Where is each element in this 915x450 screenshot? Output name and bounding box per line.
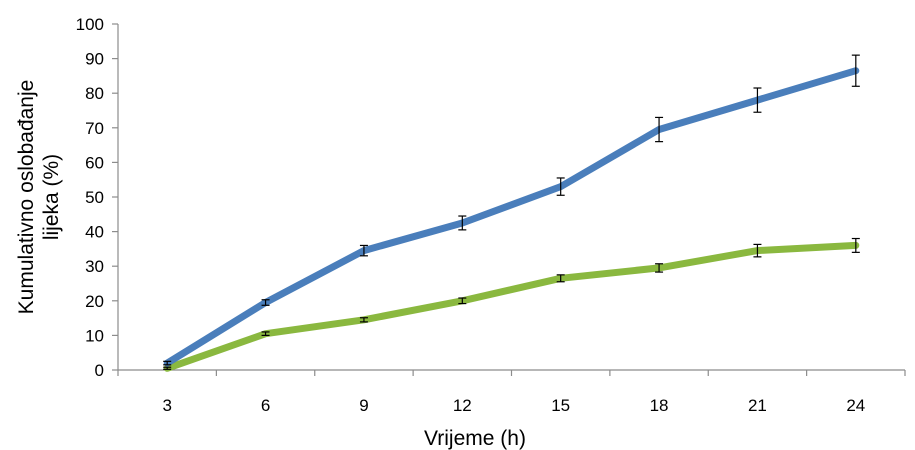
x-tick-label: 18 bbox=[650, 396, 669, 415]
series-1-error-bar bbox=[753, 87, 762, 113]
x-tick-label: 9 bbox=[359, 396, 368, 415]
series-1-error-bar bbox=[556, 177, 565, 196]
series-1-error-bar bbox=[359, 244, 368, 257]
series-1-error-bar bbox=[458, 215, 467, 231]
y-tick-label: 20 bbox=[85, 292, 104, 311]
x-tick-label: 3 bbox=[162, 396, 171, 415]
series-1-error-bar bbox=[655, 116, 664, 143]
y-tick-label: 50 bbox=[85, 188, 104, 207]
y-tick-label: 0 bbox=[95, 361, 104, 380]
series-2-error-bar bbox=[851, 237, 860, 253]
y-tick-label: 90 bbox=[85, 50, 104, 69]
x-axis-title: Vrijeme (h) bbox=[424, 427, 526, 450]
y-tick-label: 30 bbox=[85, 257, 104, 276]
series-2-line bbox=[163, 241, 860, 372]
series-2-error-bar bbox=[359, 317, 368, 323]
y-axis-title-line-2: lijeka (%) bbox=[40, 154, 63, 240]
y-tick-label: 10 bbox=[85, 326, 104, 345]
series-1-line bbox=[163, 67, 860, 367]
axes: 0 10 20 30 40 50 60 70 80 90 100 3 6 9 12 15 18 21 24 bbox=[76, 15, 906, 415]
x-tick-label: 15 bbox=[551, 396, 570, 415]
series-2-error-bar bbox=[261, 331, 270, 336]
y-tick-label: 80 bbox=[85, 84, 104, 103]
series-2-error-bar bbox=[556, 274, 565, 283]
y-tick-label: 70 bbox=[85, 119, 104, 138]
x-tick-label: 6 bbox=[261, 396, 270, 415]
y-tick-label: 100 bbox=[76, 15, 104, 34]
series-layer bbox=[163, 67, 860, 372]
y-tick-label: 60 bbox=[85, 153, 104, 172]
series-2-error-bar bbox=[163, 366, 172, 370]
series-2-error-bar bbox=[753, 243, 762, 258]
x-tick-label: 21 bbox=[748, 396, 767, 415]
x-tick-label: 12 bbox=[453, 396, 472, 415]
series-2-error-bar bbox=[655, 263, 664, 273]
y-tick-label: 40 bbox=[85, 223, 104, 242]
series-2-error-bar bbox=[458, 297, 467, 305]
x-tick-label: 24 bbox=[846, 396, 865, 415]
series-1-error-bar bbox=[851, 54, 860, 87]
series-1-error-bar bbox=[261, 299, 270, 306]
y-axis-title-line-1: Kumulativno oslobađanje bbox=[15, 80, 38, 315]
y-axis-title: Kumulativno oslobađanje lijeka (%) bbox=[15, 80, 63, 315]
series-1-error-bar bbox=[163, 360, 172, 366]
error-bars bbox=[163, 54, 860, 370]
